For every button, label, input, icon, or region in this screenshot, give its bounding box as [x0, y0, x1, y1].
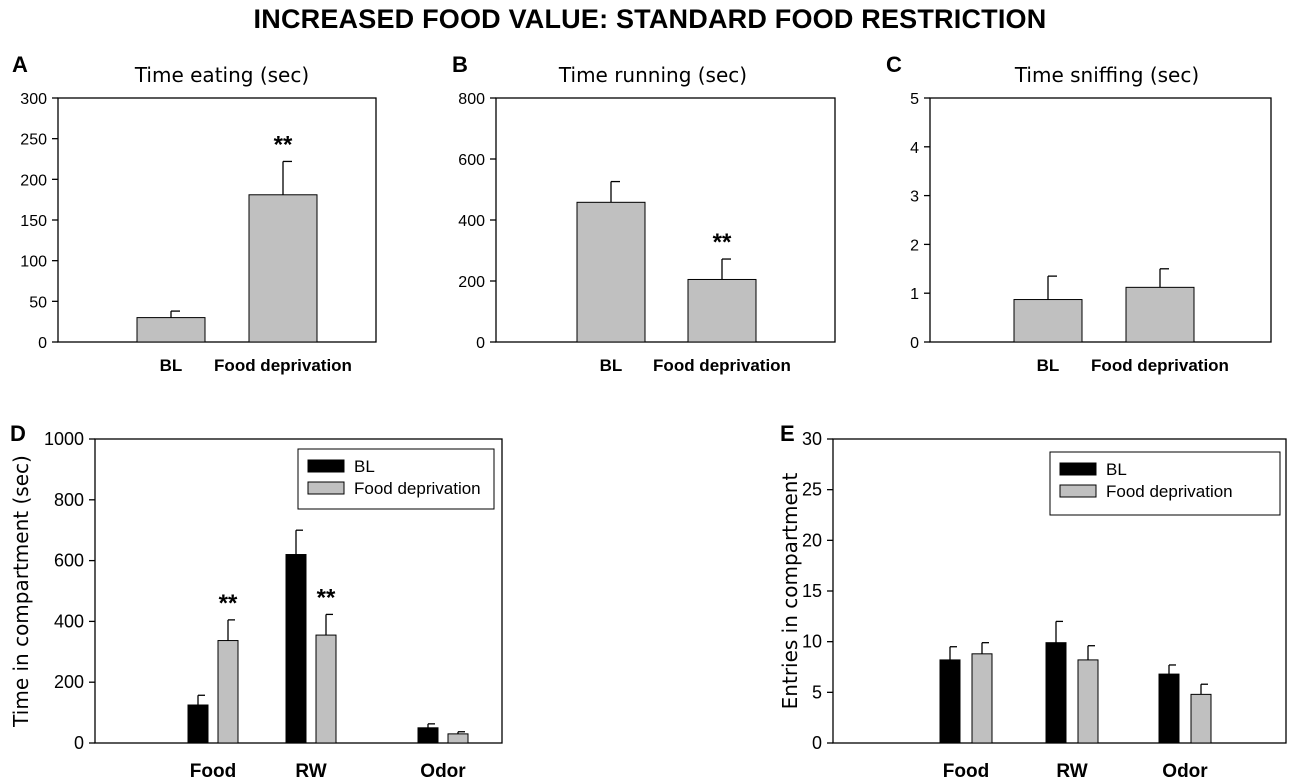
panel-e-xtick-label: Food: [943, 761, 989, 782]
panel-b-ytick-label: 200: [458, 274, 485, 291]
panel-a-ytick-label: 50: [29, 294, 47, 311]
panel-c-title: Time sniffing (sec): [1014, 63, 1199, 87]
panel-e-ytick-label: 15: [802, 581, 822, 601]
panel-d-bar-food-deprivation-0-significance: **: [219, 590, 238, 617]
panel-e-ytick-label: 30: [802, 429, 822, 449]
panel-b-ytick-label: 400: [458, 213, 485, 230]
panel-b-letter: B: [452, 52, 468, 77]
panel-d-legend-swatch-0: [307, 459, 345, 473]
panel-c-letter: C: [886, 52, 902, 77]
panel-c-bar-0: [1013, 299, 1083, 343]
panel-d-ytick-label: 200: [54, 672, 84, 692]
panel-b-bar-1: [687, 278, 757, 343]
panel-c-xtick-label: BL: [1037, 356, 1060, 375]
panel-d-ytick-label: 800: [54, 490, 84, 510]
panel-c-ytick-label: 0: [910, 335, 919, 352]
panel-c-ytick-label: 3: [910, 189, 919, 206]
panel-e-bar-food-deprivation-0: [971, 653, 993, 744]
panel-d-letter: D: [10, 421, 26, 446]
panel-e-ytick-label: 5: [812, 682, 822, 702]
panel-a-letter: A: [12, 52, 28, 77]
panel-d-ylabel: Time in compartment (sec): [9, 455, 33, 728]
panel-d-xtick-label: Food: [190, 761, 236, 782]
panel-d-bar-bl-1: [285, 554, 307, 744]
panel-e-legend-label-1: Food deprivation: [1106, 482, 1233, 501]
panel-e-letter: E: [780, 421, 795, 446]
panel-a-bar-0: [136, 317, 206, 343]
panel-e-ytick-label: 20: [802, 530, 822, 550]
panel-b-title: Time running (sec): [558, 63, 747, 87]
panel-c-bar-1: [1125, 286, 1195, 343]
panel-a-plot-frame: [57, 97, 377, 343]
panel-c-ytick-label: 4: [910, 140, 919, 157]
panel-d-legend-label-0: BL: [354, 457, 375, 476]
panel-e-legend-swatch-1: [1059, 484, 1097, 498]
panel-a-xtick-label: Food deprivation: [214, 356, 352, 375]
figure-title: INCREASED FOOD VALUE: STANDARD FOOD REST…: [253, 4, 1047, 34]
panel-b-ytick-label: 600: [458, 152, 485, 169]
panel-d-ytick-label: 600: [54, 551, 84, 571]
panel-e-ylabel: Entries in compartment: [778, 473, 802, 710]
panel-a-ytick-label: 200: [20, 172, 47, 189]
panel-e-ytick-label: 0: [812, 733, 822, 753]
panel-e-legend-swatch-0: [1059, 462, 1097, 476]
panel-e-legend-label-0: BL: [1106, 460, 1127, 479]
panel-e-bar-food-deprivation-2: [1190, 693, 1212, 744]
panel-c-ytick-label: 5: [910, 91, 919, 108]
panel-d-legend: [297, 448, 495, 510]
panel-b-bar-0: [576, 201, 646, 343]
panel-b-ytick-label: 0: [476, 335, 485, 352]
panel-e-bar-food-deprivation-1: [1077, 659, 1099, 744]
panel-d-bar-food-deprivation-0: [217, 640, 239, 744]
panel-d-bar-food-deprivation-2: [447, 733, 469, 744]
panel-d-ytick-label: 400: [54, 611, 84, 631]
panel-c-ytick-label: 1: [910, 286, 919, 303]
panel-a-ytick-label: 0: [38, 335, 47, 352]
panel-a-bar-1: [248, 194, 318, 343]
panel-a-bar-1-significance: **: [274, 131, 293, 158]
panel-a-ytick-label: 250: [20, 132, 47, 149]
panel-e-bar-bl-2: [1158, 673, 1180, 744]
panel-e-bar-bl-1: [1045, 642, 1067, 744]
panel-b-plot-frame: [495, 97, 836, 343]
panel-d-bar-bl-0: [187, 704, 209, 744]
panel-a-ytick-label: 300: [20, 91, 47, 108]
panel-d-xtick-label: Odor: [420, 761, 466, 782]
panel-b-ytick-label: 800: [458, 91, 485, 108]
panel-c-ytick-label: 2: [910, 237, 919, 254]
panel-e-ytick-label: 25: [802, 480, 822, 500]
panel-e-bar-bl-0: [939, 659, 961, 744]
panel-e-xtick-label: RW: [1056, 761, 1087, 782]
panel-e-ytick-label: 10: [802, 632, 822, 652]
panel-a-xtick-label: BL: [160, 356, 183, 375]
panel-b-xtick-label: Food deprivation: [653, 356, 791, 375]
panel-b-bar-1-significance: **: [713, 229, 732, 256]
panel-d-xtick-label: RW: [295, 761, 326, 782]
panel-b-xtick-label: BL: [600, 356, 623, 375]
panel-d-bar-food-deprivation-1: [315, 634, 337, 744]
panel-a-ytick-label: 150: [20, 213, 47, 230]
panel-c-plot-frame: [929, 97, 1272, 343]
panel-d-bar-food-deprivation-1-significance: **: [317, 584, 336, 611]
panel-d-bar-bl-2: [417, 727, 439, 744]
panel-d-ytick-label: 0: [74, 733, 84, 753]
panel-d-legend-label-1: Food deprivation: [354, 479, 481, 498]
panel-a-title: Time eating (sec): [134, 63, 309, 87]
panel-d-ytick-label: 1000: [44, 429, 84, 449]
panel-a-ytick-label: 100: [20, 254, 47, 271]
panel-d-legend-swatch-1: [307, 481, 345, 495]
panel-e-xtick-label: Odor: [1162, 761, 1208, 782]
panel-c-xtick-label: Food deprivation: [1091, 356, 1229, 375]
